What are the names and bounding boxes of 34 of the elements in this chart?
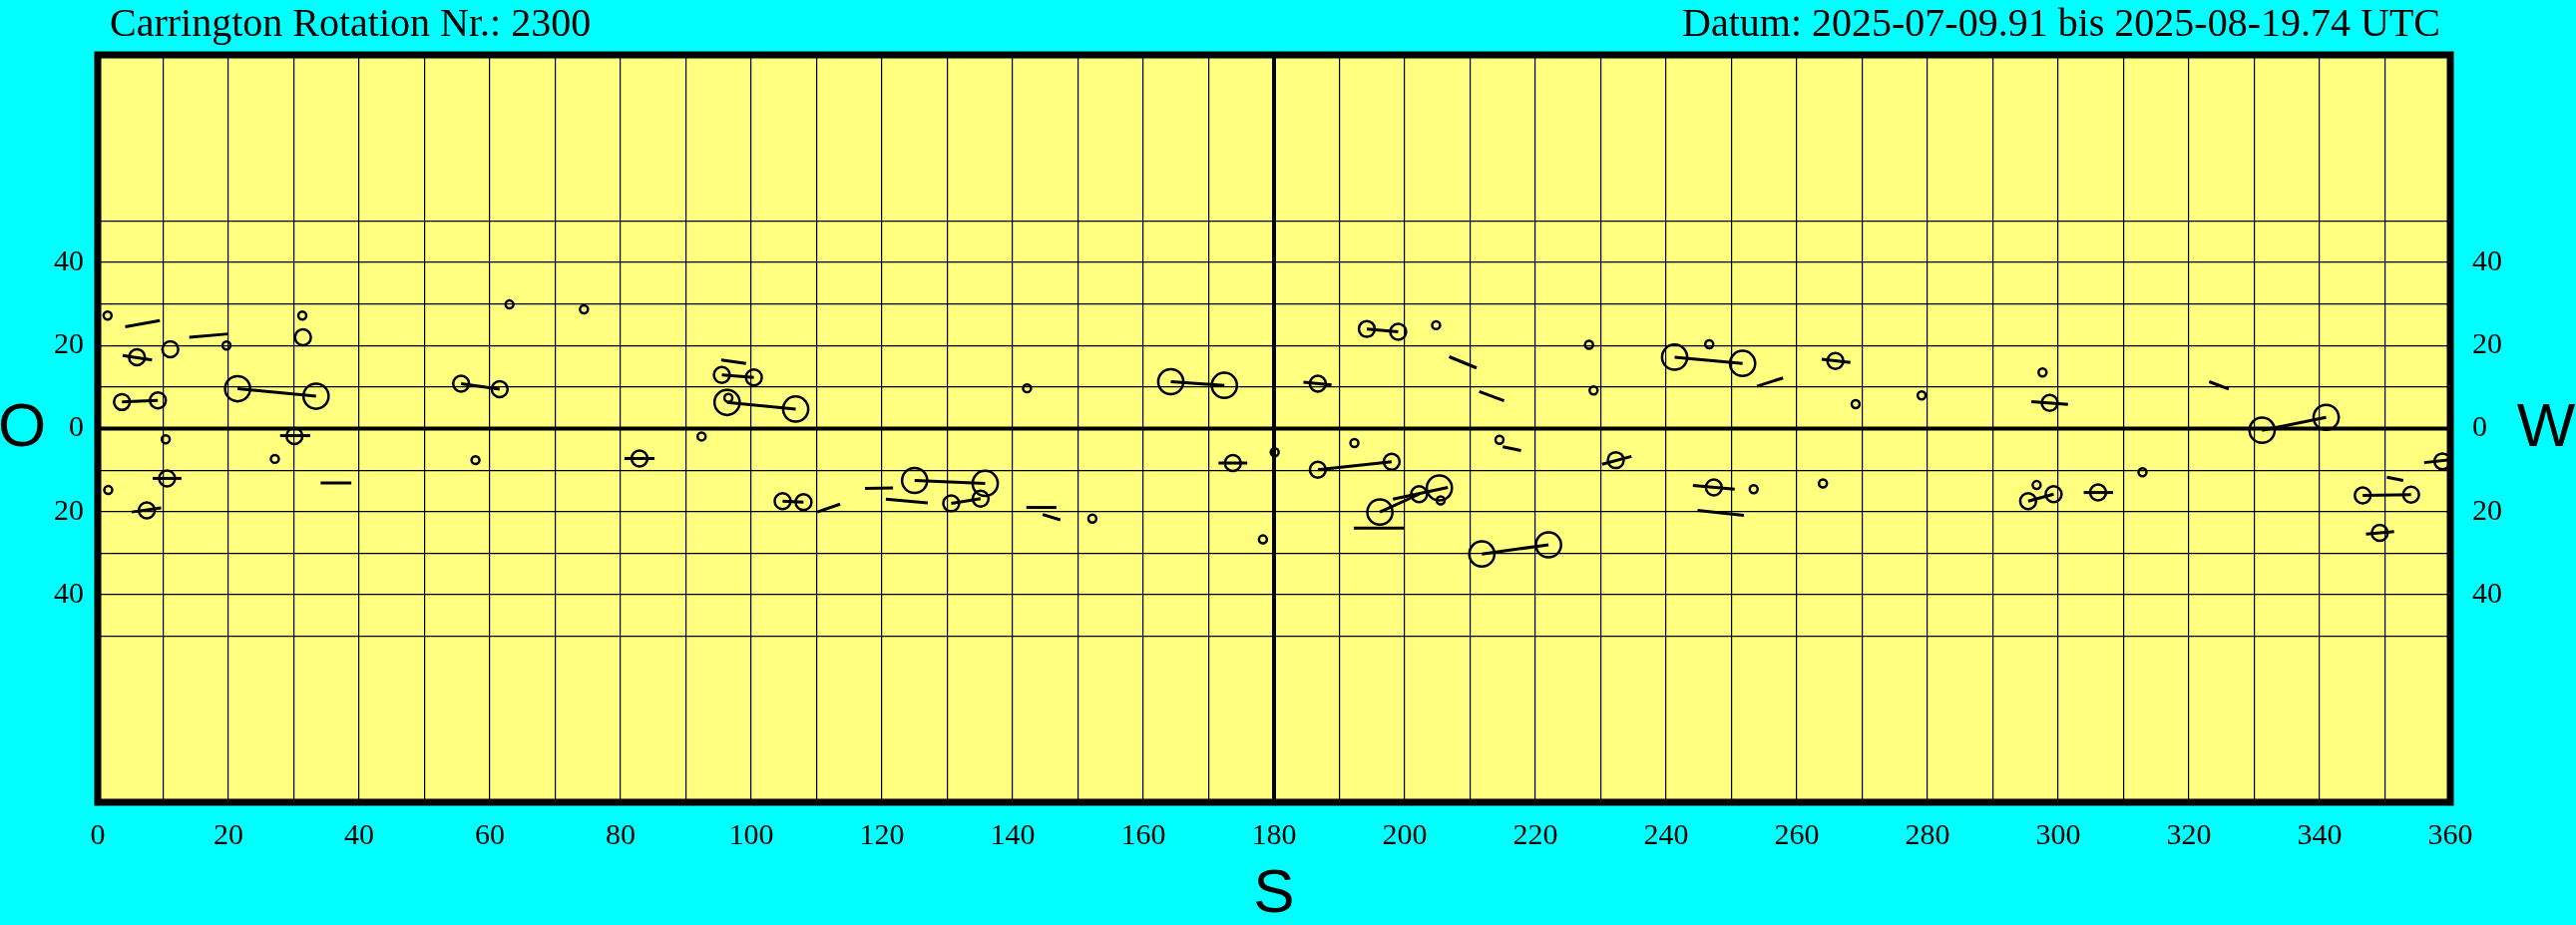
x-tick-label: 80: [606, 816, 636, 850]
x-tick-label: 120: [859, 816, 905, 850]
x-tick-label: 60: [475, 816, 505, 850]
y2-tick-label: 40: [2472, 575, 2502, 609]
x-tick-label: 340: [2297, 816, 2343, 850]
y-axis-title: O: [0, 389, 47, 459]
x-tick-label: 100: [728, 816, 774, 850]
x-tick-label: 40: [344, 816, 374, 850]
y2-tick-label: 20: [2472, 326, 2502, 360]
x-tick-label: 140: [990, 816, 1036, 850]
x-tick-label: 260: [1774, 816, 1820, 850]
x-tick-label: 280: [1905, 816, 1950, 850]
x-tick-label: 300: [2035, 816, 2081, 850]
x-tick-label: 320: [2166, 816, 2212, 850]
x-tick-label: 200: [1382, 816, 1428, 850]
chart-title: Carrington Rotation Nr.: 2300: [110, 0, 592, 45]
x-tick-label: 220: [1512, 816, 1558, 850]
x-tick-label: 240: [1643, 816, 1689, 850]
x-tick-label: 360: [2427, 816, 2473, 850]
x-tick-label: 180: [1251, 816, 1297, 850]
y-tick-label: 20: [54, 326, 84, 360]
x-tick-label: 160: [1120, 816, 1166, 850]
y2-tick-label: 0: [2472, 409, 2487, 443]
y2-axis-title: W: [2516, 389, 2576, 459]
x-tick-label: 0: [90, 816, 106, 850]
y-tick-label: 20: [54, 492, 84, 526]
y-tick-label: 40: [54, 575, 84, 609]
y-tick-label: 40: [54, 242, 84, 276]
x-axis-title: S: [1253, 856, 1295, 925]
x-tick-label: 20: [214, 816, 243, 850]
chart-subtitle: Datum: 2025-07-09.91 bis 2025-08-19.74 UTC: [1682, 0, 2440, 45]
y2-tick-label: 40: [2472, 242, 2502, 276]
y-tick-label: 0: [69, 409, 84, 443]
y2-tick-label: 20: [2472, 492, 2502, 526]
